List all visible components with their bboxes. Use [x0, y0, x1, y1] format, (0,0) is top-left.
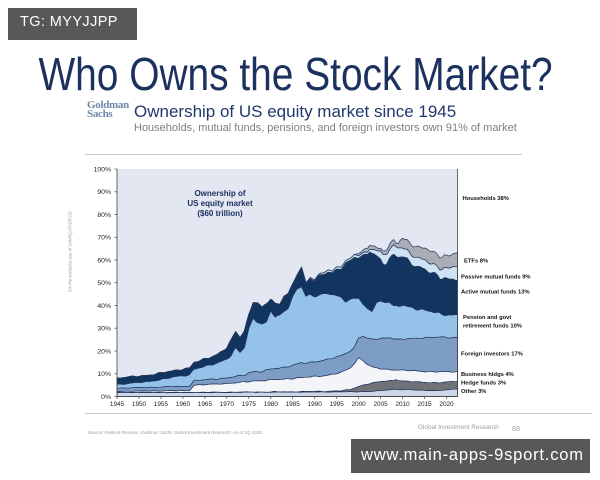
svg-text:90%: 90% — [97, 189, 111, 196]
svg-text:1955: 1955 — [154, 401, 169, 408]
svg-text:Ownership of: Ownership of — [194, 189, 245, 198]
svg-text:30%: 30% — [97, 326, 111, 333]
svg-text:Hedge funds 3%: Hedge funds 3% — [461, 381, 506, 387]
svg-text:ETFs 8%: ETFs 8% — [464, 259, 488, 265]
svg-text:2005: 2005 — [373, 401, 388, 408]
svg-text:2010: 2010 — [395, 401, 410, 408]
svg-text:Business hldgs 4%: Business hldgs 4% — [461, 372, 514, 378]
svg-text:2020: 2020 — [439, 401, 454, 408]
svg-text:20%: 20% — [97, 348, 111, 355]
svg-text:80%: 80% — [97, 212, 111, 219]
svg-text:0%: 0% — [101, 394, 111, 401]
svg-text:1980: 1980 — [264, 401, 279, 408]
svg-text:1990: 1990 — [308, 401, 323, 408]
svg-text:60%: 60% — [97, 257, 111, 264]
svg-text:Other 3%: Other 3% — [461, 389, 486, 395]
svg-text:1950: 1950 — [132, 401, 147, 408]
svg-text:1960: 1960 — [176, 401, 191, 408]
svg-text:50%: 50% — [97, 280, 111, 287]
svg-text:1995: 1995 — [330, 401, 345, 408]
svg-text:100%: 100% — [94, 166, 111, 173]
svg-text:10%: 10% — [97, 371, 111, 378]
svg-text:70%: 70% — [97, 235, 111, 242]
svg-text:1965: 1965 — [198, 401, 213, 408]
svg-text:retirement funds 10%: retirement funds 10% — [463, 324, 522, 330]
svg-text:($60 trillion): ($60 trillion) — [197, 209, 243, 218]
svg-text:1975: 1975 — [242, 401, 257, 408]
svg-text:2015: 2015 — [417, 401, 432, 408]
svg-text:Foreign investors 17%: Foreign investors 17% — [461, 352, 523, 358]
svg-text:1970: 1970 — [220, 401, 235, 408]
svg-text:Active mutual funds 13%: Active mutual funds 13% — [461, 290, 530, 296]
svg-text:40%: 40% — [97, 303, 111, 310]
svg-text:1945: 1945 — [110, 401, 125, 408]
svg-text:US equity market: US equity market — [187, 199, 253, 208]
svg-text:Passive mutual funds 9%: Passive mutual funds 9% — [461, 275, 531, 281]
svg-text:Households 38%: Households 38% — [463, 196, 509, 202]
svg-text:2000: 2000 — [351, 401, 366, 408]
svg-text:1985: 1985 — [286, 401, 301, 408]
svg-text:Pension and govt: Pension and govt — [463, 315, 511, 321]
